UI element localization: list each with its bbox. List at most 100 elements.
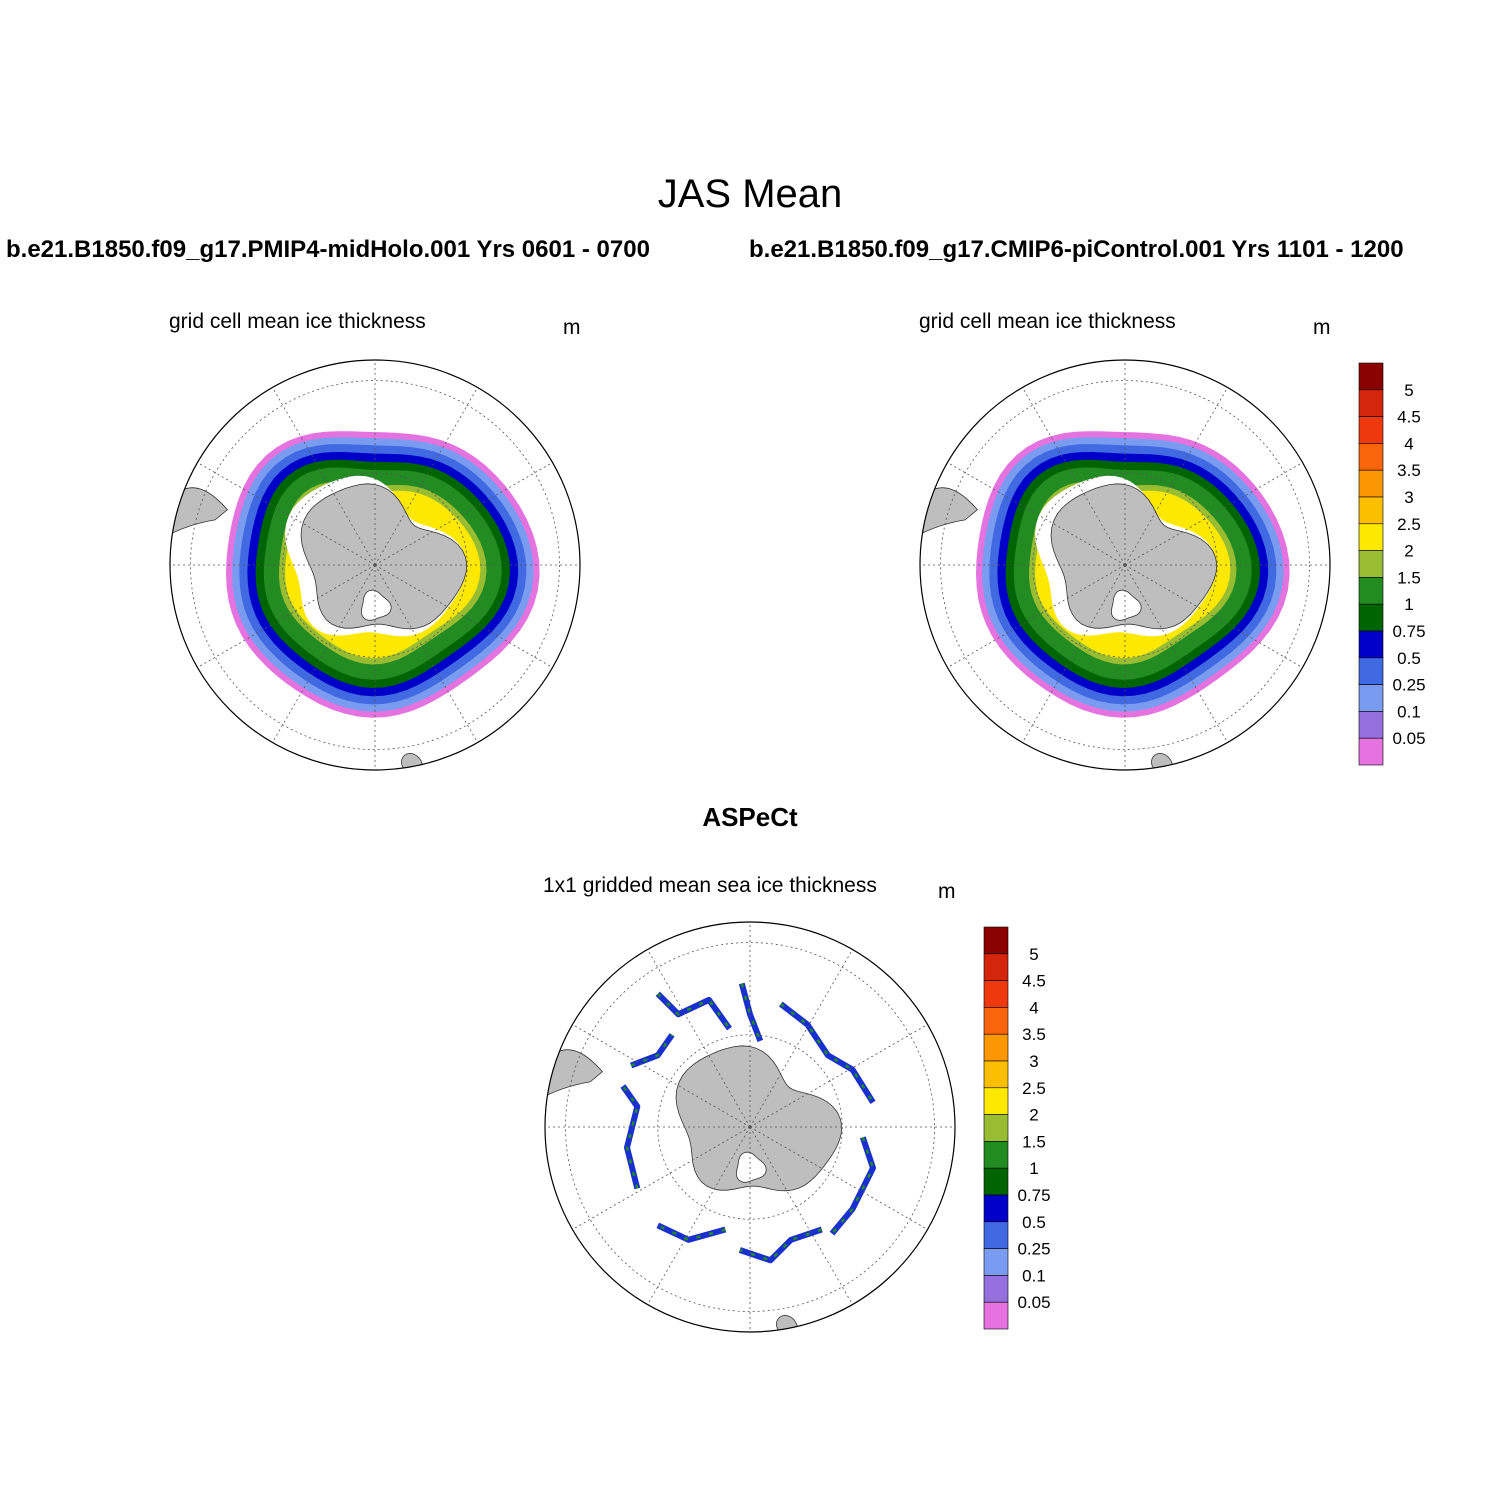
meridian-line	[1124, 564, 1228, 743]
colorbar-label: 2.5	[1397, 515, 1421, 534]
meridian-line	[749, 1126, 928, 1230]
colorbar-swatch	[983, 1301, 1009, 1330]
meridian-line	[749, 949, 853, 1128]
colorbar-label: 0.75	[1017, 1186, 1050, 1205]
colorbar-swatch	[983, 1114, 1009, 1142]
colorbar-label: 4.5	[1022, 972, 1046, 991]
colorbar-swatch	[983, 926, 1009, 955]
colorbar-swatch	[983, 1248, 1009, 1276]
colorbar-swatch	[1358, 657, 1384, 685]
latitude-circle	[282, 472, 468, 658]
colorbar-label: 3.5	[1022, 1025, 1046, 1044]
colorbar-swatch	[1358, 711, 1384, 739]
colorbar-swatch	[983, 1167, 1009, 1196]
main-title: JAS Mean	[657, 172, 843, 216]
colorbar-label: 3	[1404, 488, 1413, 507]
obs-track	[656, 1222, 727, 1243]
obs-track-thick	[780, 1003, 875, 1104]
polar-map-3	[544, 921, 956, 1333]
obs-track	[738, 982, 764, 1042]
map-border	[919, 359, 1331, 771]
obs-title: ASPeCt	[702, 802, 798, 832]
meridian-line	[647, 949, 751, 1128]
colorbar-label: 4	[1029, 998, 1038, 1017]
meridian-line	[197, 462, 376, 566]
meridian-line	[374, 564, 478, 743]
obs-track	[620, 1084, 641, 1190]
panel-2-title: grid cell mean ice thickness	[919, 310, 1176, 333]
colorbar-label: 4	[1404, 434, 1413, 453]
colorbar-label: 0.1	[1397, 702, 1421, 721]
colorbar-swatch	[983, 1221, 1009, 1249]
obs-track	[778, 1001, 876, 1104]
obs-track	[630, 1033, 675, 1069]
colorbar-label: 2.5	[1022, 1079, 1046, 1098]
latitude-circle	[940, 380, 1310, 750]
obs-track-thick	[831, 1136, 875, 1235]
colorbar-swatch	[1358, 737, 1384, 766]
meridian-line	[197, 564, 376, 668]
latitude-circle	[657, 1034, 843, 1220]
panel-3-title: 1x1 gridded mean sea ice thickness	[543, 874, 877, 897]
colorbar-1: 5 4.5 4 3.5 3 2.5 2 1.5 1 0.75 0.5 0.25 0.1 0.05	[1358, 362, 1426, 766]
colorbar-label: 0.05	[1392, 729, 1425, 748]
colorbar-swatch	[983, 980, 1009, 1008]
meridian-line	[749, 1126, 853, 1305]
meridian-line	[374, 564, 553, 668]
polar-map-1	[169, 359, 581, 771]
case-title-left: b.e21.B1850.f09_g17.PMIP4-midHolo.001 Yr…	[6, 236, 650, 263]
colorbar-label: 5	[1404, 381, 1413, 400]
colorbar-swatch	[1358, 523, 1384, 551]
latitude-circle	[190, 380, 560, 750]
south-america-land	[545, 1049, 603, 1097]
panel-3-unit: m	[938, 880, 956, 903]
colorbar-label: 2	[1029, 1106, 1038, 1125]
colorbar-swatch	[1358, 577, 1384, 605]
colorbar-label: 0.25	[1017, 1240, 1050, 1259]
colorbar-2: 5 4.5 4 3.5 3 2.5 2 1.5 1 0.75 0.5 0.25 0.1 0.05	[983, 926, 1051, 1330]
meridian-line	[572, 1126, 751, 1230]
meridian-line	[572, 1024, 751, 1128]
case-title-right: b.e21.B1850.f09_g17.CMIP6-piControl.001 …	[749, 236, 1404, 263]
new-zealand-land	[401, 752, 423, 770]
colorbar-swatch	[983, 1087, 1009, 1115]
new-zealand-land	[776, 1314, 798, 1332]
colorbar-label: 0.5	[1022, 1213, 1046, 1232]
meridian-line	[647, 1126, 751, 1305]
meridian-line	[1124, 462, 1303, 566]
meridian-line	[272, 564, 376, 743]
obs-track	[655, 991, 732, 1031]
colorbar-label: 2	[1404, 542, 1413, 561]
colorbar-swatch	[983, 1194, 1009, 1223]
obs-track-thick	[739, 1228, 823, 1262]
colorbar-swatch	[983, 1007, 1009, 1035]
map-border	[169, 359, 581, 771]
colorbar-swatch	[1358, 550, 1384, 578]
colorbar-swatch	[1358, 496, 1384, 525]
meridian-line	[374, 462, 553, 566]
ice-shelf	[361, 589, 392, 621]
colorbar-swatch	[1358, 469, 1384, 498]
meridian-line	[1022, 564, 1126, 743]
colorbar-swatch	[1358, 362, 1384, 391]
colorbar-label: 0.1	[1022, 1266, 1046, 1285]
south-america-land	[920, 487, 978, 535]
meridian-line	[272, 387, 376, 566]
map-border	[544, 921, 956, 1333]
colorbar-swatch	[1358, 603, 1384, 632]
colorbar-label: 4.5	[1397, 408, 1421, 427]
panel-2-unit: m	[1313, 316, 1331, 339]
colorbar-label: 0.75	[1392, 622, 1425, 641]
new-zealand-land	[1151, 752, 1173, 770]
colorbar-label: 0.5	[1397, 649, 1421, 668]
panel-1-title: grid cell mean ice thickness	[169, 310, 426, 333]
panel-1-unit: m	[563, 316, 581, 339]
obs-track-thick	[656, 992, 731, 1030]
polar-map-2	[919, 359, 1331, 771]
colorbar-label: 0.25	[1392, 676, 1425, 695]
colorbar-swatch	[983, 1275, 1009, 1303]
colorbar-label: 1.5	[1397, 568, 1421, 587]
meridian-line	[1124, 564, 1303, 668]
colorbar-label: 1	[1404, 595, 1413, 614]
colorbar-label: 1	[1029, 1159, 1038, 1178]
